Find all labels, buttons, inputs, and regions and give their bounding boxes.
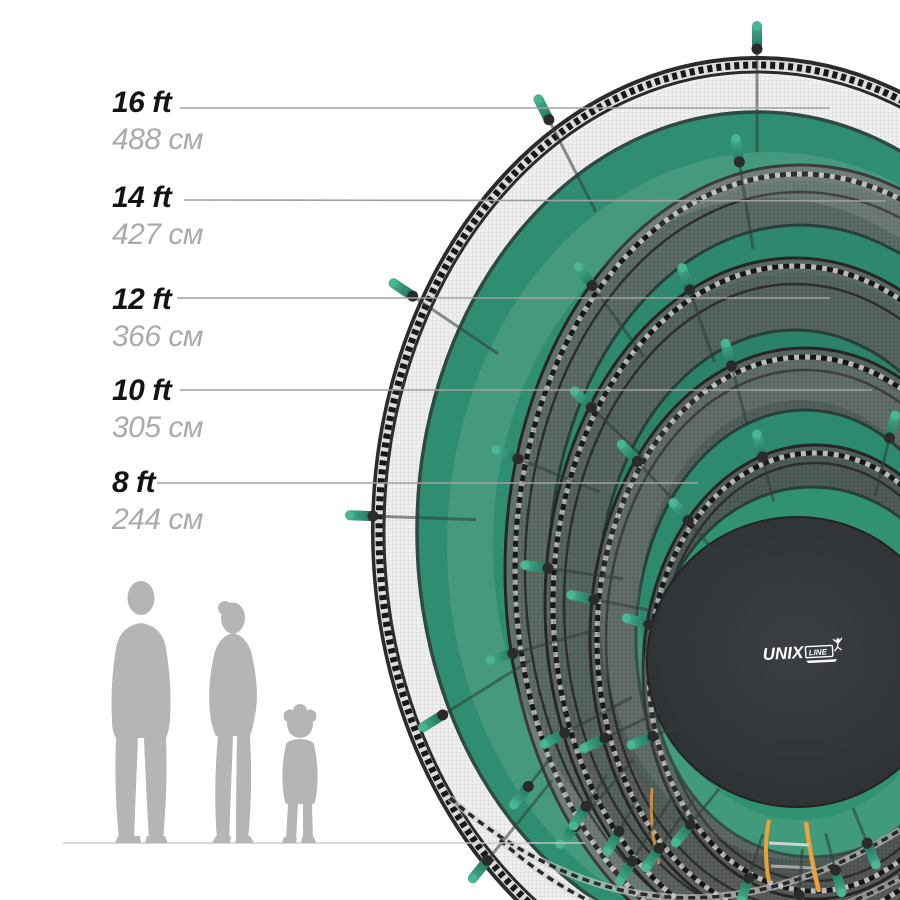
net-pole xyxy=(566,589,654,613)
net-pole xyxy=(485,627,598,665)
size-ft-label: 14 ft xyxy=(112,181,172,214)
woman-silhouette xyxy=(209,601,257,843)
net-pole xyxy=(670,787,721,848)
size-row-8ft: 8 ft 244 см xyxy=(112,468,203,535)
net-pole xyxy=(626,717,697,750)
size-cm-label: 366 см xyxy=(112,320,203,353)
child-silhouette xyxy=(282,704,318,843)
man-silhouette xyxy=(111,581,171,843)
brand-logo: UNIX LINE xyxy=(762,637,843,664)
net-poles xyxy=(345,21,900,900)
net-pole xyxy=(677,263,716,363)
net-pole xyxy=(509,755,553,810)
size-ft-label: 8 ft xyxy=(112,466,155,499)
size-cm-label: 488 см xyxy=(112,123,203,156)
jumping-mat xyxy=(646,516,900,808)
brand-line-box xyxy=(804,644,834,659)
size-ft-label: 12 ft xyxy=(112,283,172,316)
net-sheen xyxy=(447,152,900,900)
scale-figures xyxy=(111,581,318,843)
net-pole xyxy=(491,445,601,494)
size-row-12ft: 12 ft 366 см xyxy=(112,285,203,352)
net-pole xyxy=(539,696,633,749)
size-cm-label: 305 см xyxy=(112,411,203,444)
net-pole xyxy=(792,849,805,900)
ladder-rung xyxy=(768,841,810,847)
size-row-16ft: 16 ft 488 см xyxy=(112,88,203,155)
net-pole xyxy=(730,134,755,250)
net-pole xyxy=(751,21,763,152)
net-pole xyxy=(621,613,694,639)
net-pole xyxy=(720,338,749,425)
net-pole xyxy=(520,560,624,581)
net-pole xyxy=(602,797,640,857)
net-pole xyxy=(579,710,660,754)
brand-underline xyxy=(806,659,838,664)
net-pole xyxy=(388,278,499,355)
net-pole xyxy=(640,798,695,873)
size-ft-label: 10 ft xyxy=(112,374,172,407)
size-row-10ft: 10 ft 305 см xyxy=(112,376,203,443)
net-pole xyxy=(418,659,531,733)
size-row-14ft: 14 ft 427 см xyxy=(112,183,203,250)
net-pole xyxy=(569,386,648,462)
net-pole xyxy=(568,773,609,831)
size-cm-label: 427 см xyxy=(112,218,203,251)
net-pole xyxy=(851,807,881,870)
brand-primary-text: UNIX xyxy=(762,643,805,664)
net-pole xyxy=(614,796,674,886)
net-pole xyxy=(824,832,847,898)
ladder xyxy=(649,787,822,893)
pad-sheen xyxy=(600,360,900,860)
net-pole xyxy=(573,262,646,358)
net-pole xyxy=(467,779,554,884)
net-pole xyxy=(668,497,720,557)
net-pole xyxy=(873,410,900,497)
leader-lines xyxy=(157,107,887,484)
size-ft-label: 16 ft xyxy=(112,86,172,119)
leader-line-14ft xyxy=(183,199,887,202)
jumper-icon xyxy=(832,637,843,652)
ladder-rung xyxy=(770,864,814,870)
net-pole xyxy=(345,510,476,522)
size-cm-label: 244 см xyxy=(112,503,203,536)
brand-secondary-text: LINE xyxy=(808,647,827,657)
net-pole xyxy=(751,429,776,502)
